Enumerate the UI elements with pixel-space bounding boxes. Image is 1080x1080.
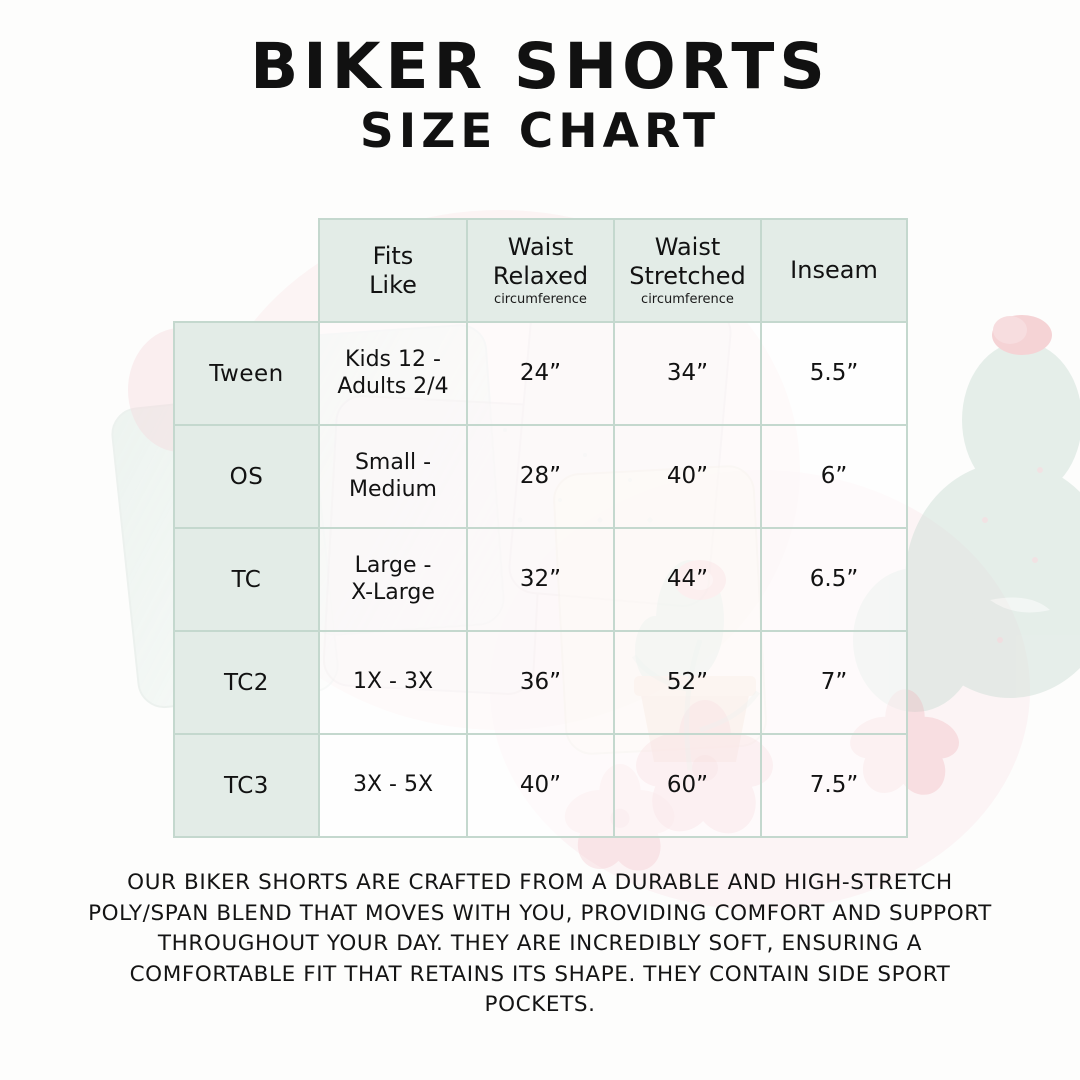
table-row: Tween Kids 12 - Adults 2/4 24” 34” 5.5”: [173, 321, 908, 426]
cell-fits-1-line2: Medium: [349, 476, 437, 502]
cell-inseam-4: 7.5”: [760, 733, 908, 838]
size-chart-table: Fits Like Waist Relaxed circumference Wa…: [173, 218, 908, 838]
cell-inseam-3: 7”: [760, 630, 908, 735]
page-subtitle: SIZE CHART: [359, 104, 721, 160]
page-title: BIKER SHORTS: [250, 30, 830, 103]
cell-waist-relaxed-1: 28”: [466, 424, 615, 529]
cell-waist-stretched-2: 44”: [613, 527, 762, 632]
cell-fits-2-line1: Large -: [354, 553, 432, 579]
table-header: Fits Like Waist Relaxed circumference Wa…: [174, 218, 908, 323]
header-waist-stretched-line2: Stretched: [629, 261, 746, 290]
cell-size-0: Tween: [173, 321, 320, 426]
header-waist-relaxed-sub: circumference: [494, 292, 587, 308]
table-body: Tween Kids 12 - Adults 2/4 24” 34” 5.5” …: [173, 321, 908, 838]
header-inseam-label: Inseam: [790, 256, 878, 285]
cell-fits-1: Small - Medium: [318, 424, 468, 529]
cell-size-2: TC: [173, 527, 320, 632]
header-waist-relaxed-line1: Waist: [507, 233, 574, 262]
header-fits-like-line2: Like: [369, 270, 417, 299]
cell-fits-2-line2: X-Large: [351, 579, 435, 605]
cell-size-3: TC2: [173, 630, 320, 735]
table-row: OS Small - Medium 28” 40” 6”: [173, 424, 908, 529]
cell-inseam-1: 6”: [760, 424, 908, 529]
header-waist-stretched-line1: Waist: [654, 233, 721, 262]
cell-fits-0-line2: Adults 2/4: [337, 373, 449, 399]
cell-inseam-2: 6.5”: [760, 527, 908, 632]
cell-size-4: TC3: [173, 733, 320, 838]
cell-size-1: OS: [173, 424, 320, 529]
header-inseam: Inseam: [760, 218, 908, 323]
header-corner-blank: [174, 219, 319, 322]
table-header-row: Fits Like Waist Relaxed circumference Wa…: [174, 218, 908, 323]
header-waist-relaxed-line2: Relaxed: [492, 261, 589, 290]
table-row: TC2 1X - 3X 36” 52” 7”: [173, 630, 908, 735]
table-row: TC3 3X - 5X 40” 60” 7.5”: [173, 733, 908, 838]
cell-fits-1-line1: Small -: [354, 450, 432, 476]
cell-waist-stretched-0: 34”: [613, 321, 762, 426]
cell-waist-relaxed-0: 24”: [466, 321, 615, 426]
cell-fits-4-line1: 3X - 5X: [352, 772, 434, 798]
cell-waist-stretched-4: 60”: [613, 733, 762, 838]
cell-inseam-0: 5.5”: [760, 321, 908, 426]
page-title-block: BIKER SHORTS SIZE CHART: [0, 30, 1080, 160]
header-waist-stretched-sub: circumference: [641, 292, 734, 308]
header-fits-like-line1: Fits: [372, 242, 414, 271]
cell-fits-2: Large - X-Large: [318, 527, 468, 632]
cell-waist-stretched-1: 40”: [613, 424, 762, 529]
header-fits-like: Fits Like: [318, 218, 468, 323]
cell-waist-relaxed-2: 32”: [466, 527, 615, 632]
cell-fits-4: 3X - 5X: [318, 733, 468, 838]
header-waist-stretched: Waist Stretched circumference: [613, 218, 762, 323]
header-waist-relaxed: Waist Relaxed circumference: [466, 218, 615, 323]
cell-fits-3-line1: 1X - 3X: [352, 669, 434, 695]
cell-waist-stretched-3: 52”: [613, 630, 762, 735]
cell-fits-3: 1X - 3X: [318, 630, 468, 735]
cell-waist-relaxed-3: 36”: [466, 630, 615, 735]
cell-fits-0: Kids 12 - Adults 2/4: [318, 321, 468, 426]
table-row: TC Large - X-Large 32” 44” 6.5”: [173, 527, 908, 632]
cell-fits-0-line1: Kids 12 -: [345, 347, 441, 373]
cell-waist-relaxed-4: 40”: [466, 733, 615, 838]
product-description: OUR BIKER SHORTS ARE CRAFTED FROM A DURA…: [88, 870, 992, 1018]
